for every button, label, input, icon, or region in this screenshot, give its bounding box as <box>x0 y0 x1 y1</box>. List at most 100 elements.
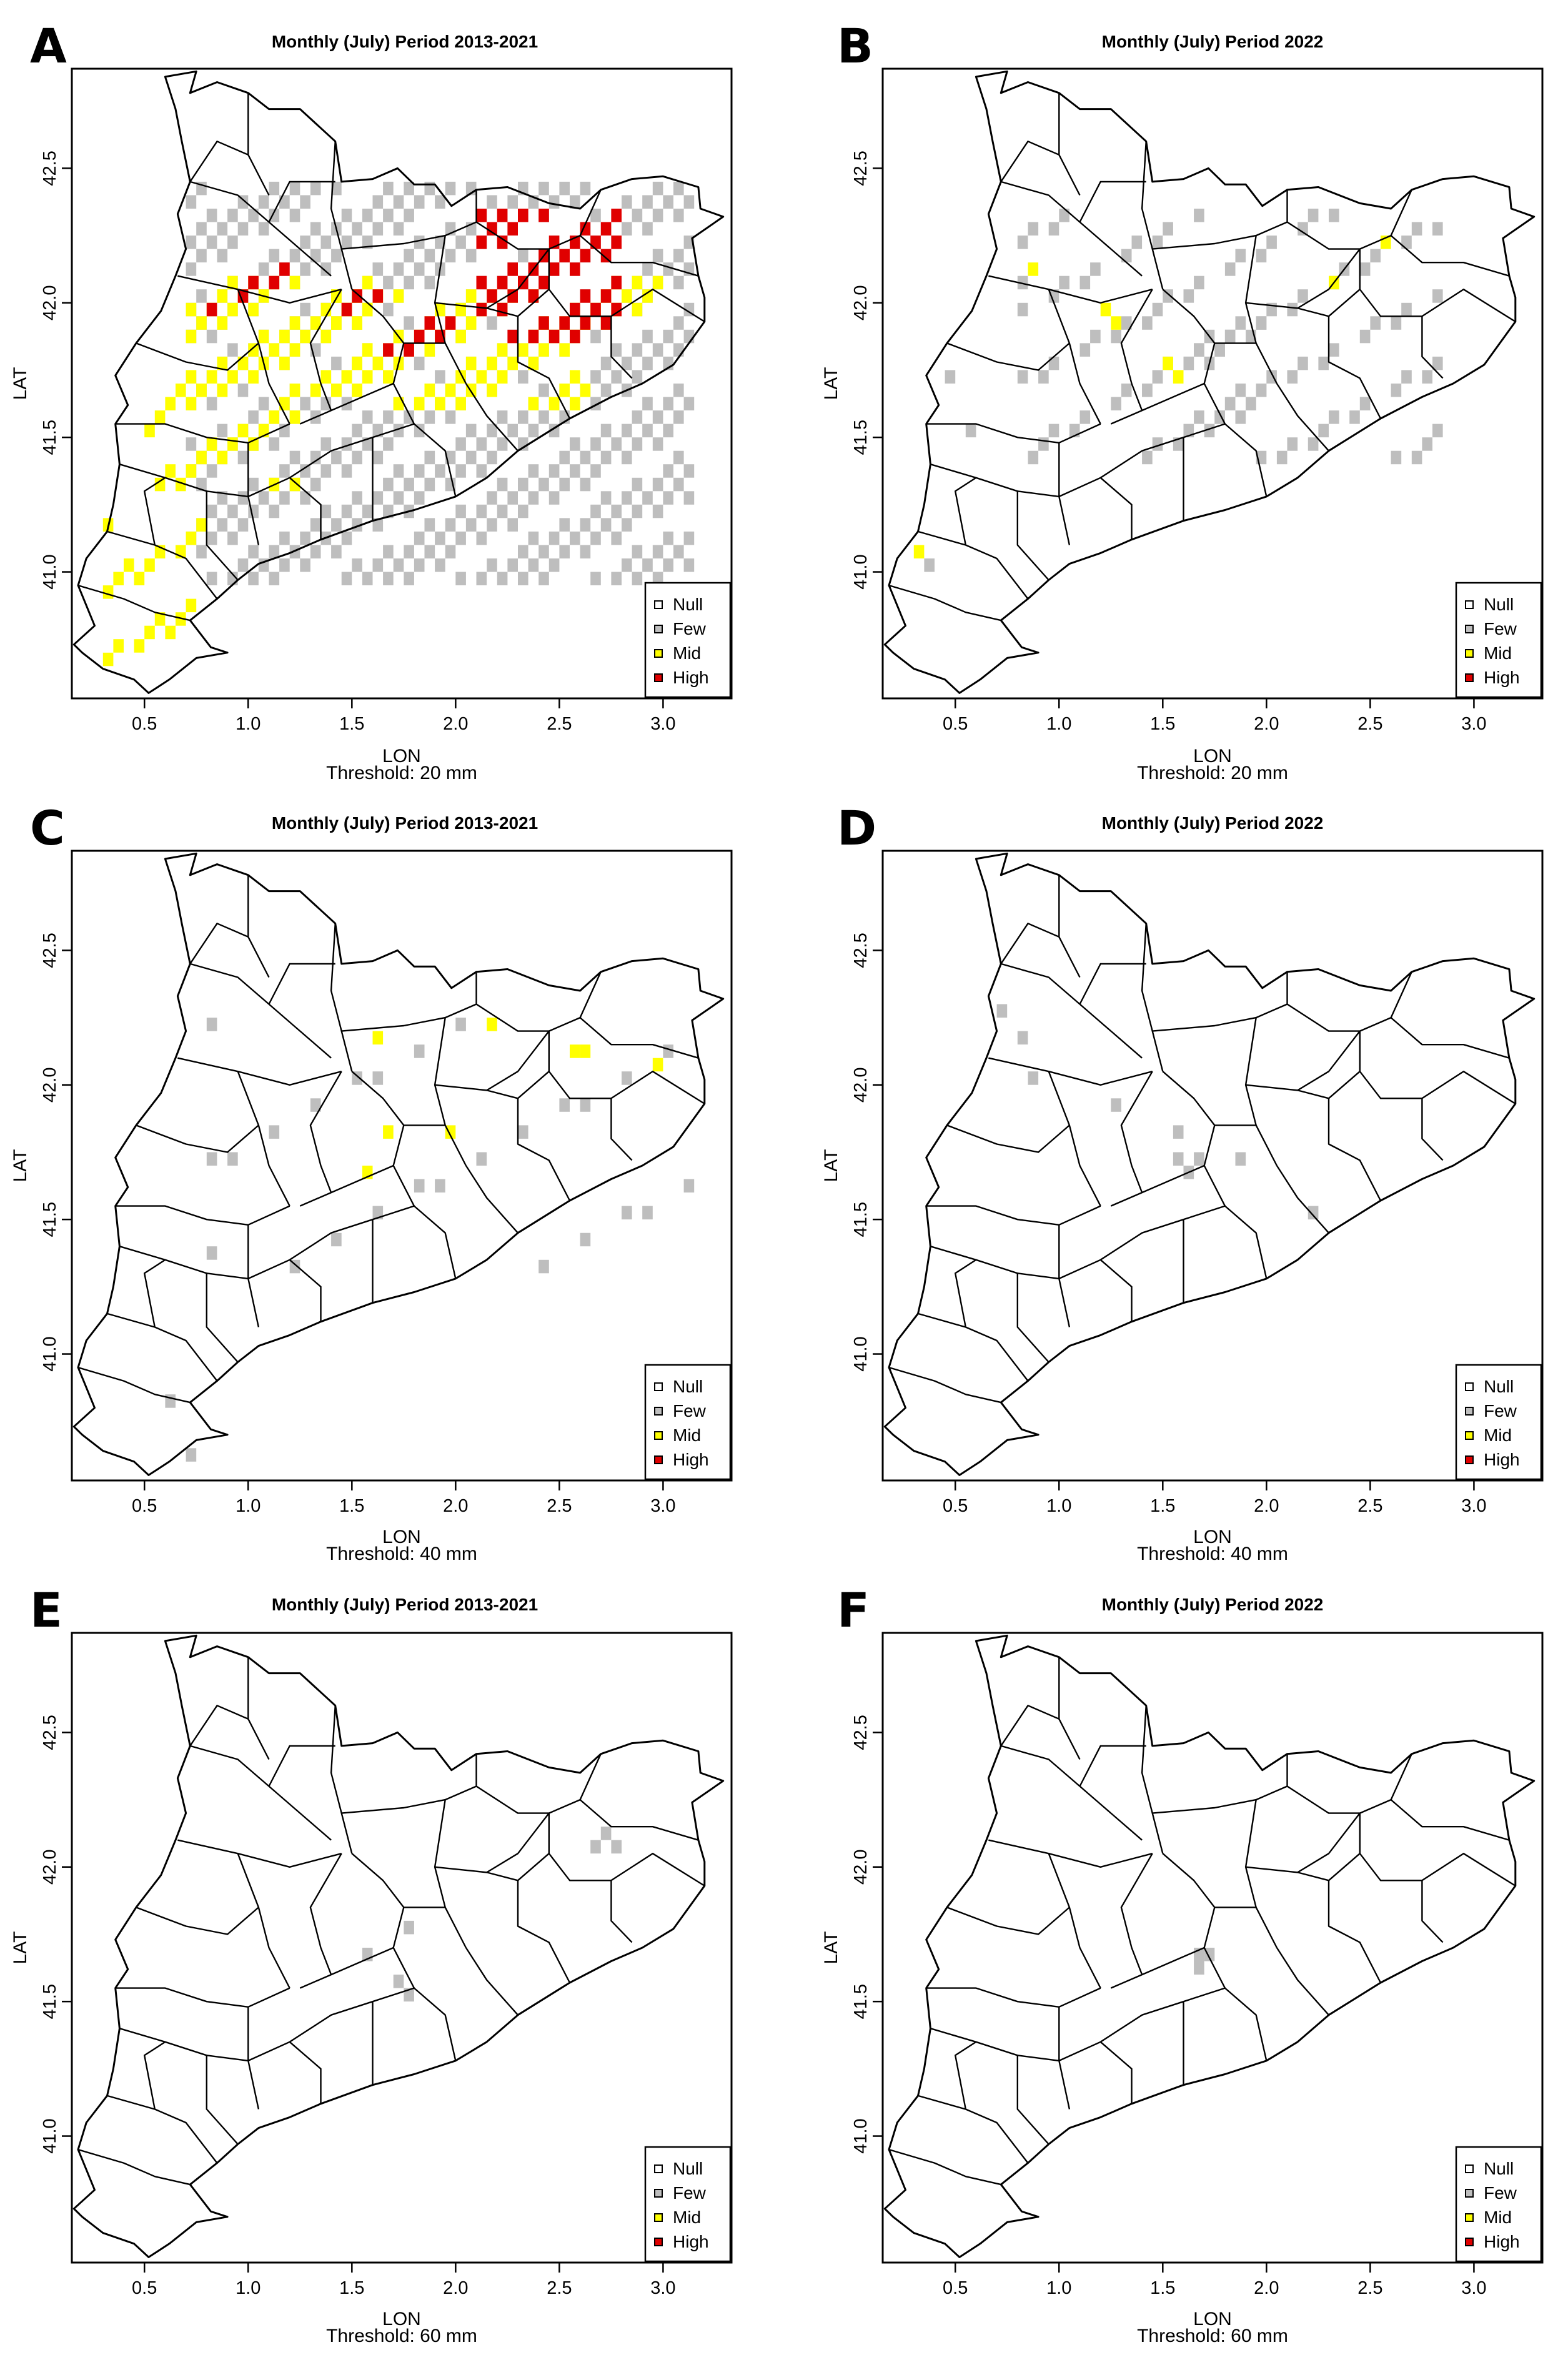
threshold-note: Threshold: 40 mm <box>326 1544 477 1564</box>
comarca-boundary <box>1390 1017 1510 1059</box>
grid-cell <box>632 275 643 290</box>
grid-cell <box>1287 302 1298 317</box>
grid-cell <box>548 262 560 276</box>
comarca-boundary <box>1421 1098 1444 1161</box>
grid-cell <box>622 424 632 438</box>
comarca-boundary <box>434 289 550 317</box>
comarca-boundary <box>930 1987 1226 2062</box>
grid-cell <box>465 518 477 532</box>
grid-cell <box>1142 450 1153 465</box>
grid-cell <box>518 572 528 585</box>
grid-cell <box>476 1152 487 1166</box>
grid-cell <box>206 504 217 518</box>
grid-cell <box>580 181 591 196</box>
grid-cell <box>383 275 394 290</box>
comarca-boundary <box>1110 382 1205 425</box>
grid-cell <box>476 302 487 317</box>
grid-cell <box>248 572 259 585</box>
grid-cell <box>1173 1125 1184 1139</box>
comarca-boundary <box>1048 289 1101 425</box>
grid-cell <box>196 222 207 236</box>
grid-cell <box>476 209 487 222</box>
comarca-boundary <box>289 1259 322 1322</box>
comarca-boundary <box>299 1946 394 1989</box>
grid-cell <box>237 424 249 438</box>
legend-swatch <box>1465 2189 1474 2198</box>
grid-cell <box>1121 316 1132 330</box>
catalonia-outline <box>883 852 1536 1476</box>
grid-cell <box>600 384 612 397</box>
comarca-boundary <box>1058 2006 1071 2110</box>
grid-cell <box>518 370 528 384</box>
grid-cell <box>663 397 673 410</box>
y-tick-label: 42.5 <box>851 151 871 186</box>
grid-cell <box>424 545 435 558</box>
grid-cell <box>393 1975 404 1988</box>
grid-cell <box>237 558 249 572</box>
grid-cell <box>113 639 124 653</box>
grid-cell <box>642 397 653 410</box>
grid-cell <box>1183 424 1194 438</box>
grid-cell <box>1307 209 1319 222</box>
comarca-boundary <box>1079 1745 1146 1787</box>
grid-cell <box>320 262 332 276</box>
legend-swatch <box>654 600 663 609</box>
y-tick-label: 42.5 <box>851 1715 871 1750</box>
x-tick-label: 1.5 <box>1150 2278 1175 2298</box>
x-tick-label: 2.0 <box>1254 714 1279 734</box>
grid-cell <box>196 518 207 532</box>
legend-item-label: Mid <box>1484 643 1512 663</box>
grid-cell <box>611 1840 622 1854</box>
grid-cell <box>622 356 632 370</box>
comarca-boundary <box>486 1812 550 1873</box>
grid-cell <box>1028 262 1039 276</box>
grid-cell <box>965 424 976 438</box>
grid-cell <box>217 384 228 397</box>
grid-cell <box>611 209 622 222</box>
grid-cell <box>487 222 497 236</box>
grid-cell <box>507 329 518 344</box>
grid-cell <box>913 545 925 558</box>
comarca-boundary <box>1297 1812 1361 1873</box>
grid-cell <box>404 1920 414 1935</box>
grid-cell <box>600 222 612 236</box>
grid-cell <box>352 222 362 236</box>
grid-cell <box>154 410 166 424</box>
grid-cell <box>237 289 249 303</box>
grid-cell <box>663 424 673 438</box>
grid-cell <box>310 316 321 330</box>
x-axis: 0.5 1.0 1.5 2.0 2.5 3.0 <box>132 698 676 734</box>
grid-cell <box>1028 222 1039 236</box>
panel-a: A Monthly (July) Period 2013-2021 0.5 1.0… <box>10 18 733 783</box>
grid-cell <box>186 370 197 384</box>
comarca-boundary <box>289 2041 322 2104</box>
grid-cell <box>652 437 663 451</box>
grid-cell <box>1235 249 1246 263</box>
grid-cell <box>1090 262 1101 276</box>
grid-cell <box>590 236 601 249</box>
legend-item-label: Few <box>1484 619 1517 638</box>
grid-cell <box>310 450 321 465</box>
grid-cell <box>652 275 663 290</box>
grid-cell <box>600 491 612 505</box>
grid-cell <box>1432 289 1443 303</box>
grid-cell <box>487 491 497 505</box>
grid-cell <box>186 302 197 317</box>
grid-cell <box>186 236 197 249</box>
comarca-boundary <box>926 1205 1101 1226</box>
grid-cell <box>414 397 425 410</box>
grid-cell <box>1038 437 1049 451</box>
grid-cell <box>341 504 352 518</box>
comarca-boundary <box>1099 1259 1133 1322</box>
grid-cell <box>1152 437 1163 451</box>
comarca-boundary <box>1244 1017 1278 1166</box>
comarca-boundary <box>1245 289 1361 317</box>
grid-cell <box>320 370 332 384</box>
grid-cell <box>507 356 518 370</box>
grid-cell <box>1142 384 1153 397</box>
grid-cell <box>404 545 414 558</box>
y-tick-label: 41.0 <box>851 2118 871 2153</box>
grid-cell <box>341 302 352 317</box>
legend-item-label: Null <box>673 2159 703 2178</box>
